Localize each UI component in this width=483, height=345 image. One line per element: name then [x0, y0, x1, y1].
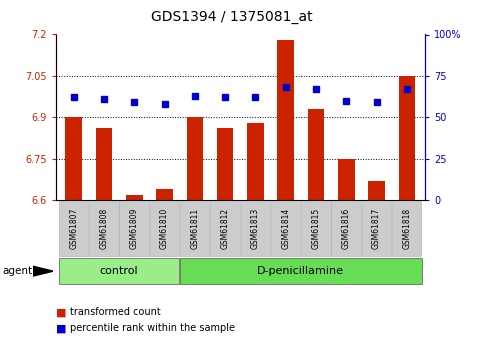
Bar	[96, 128, 113, 200]
Text: GSM61813: GSM61813	[251, 208, 260, 249]
Bar	[368, 181, 385, 200]
Bar	[65, 117, 82, 200]
FancyBboxPatch shape	[271, 201, 300, 256]
FancyBboxPatch shape	[119, 201, 149, 256]
Bar	[277, 40, 294, 200]
Text: GSM61816: GSM61816	[342, 208, 351, 249]
FancyBboxPatch shape	[241, 201, 270, 256]
FancyBboxPatch shape	[150, 201, 179, 256]
Text: GSM61807: GSM61807	[69, 208, 78, 249]
Text: control: control	[100, 266, 139, 276]
FancyBboxPatch shape	[180, 258, 422, 284]
FancyBboxPatch shape	[89, 201, 118, 256]
Polygon shape	[33, 266, 53, 276]
FancyBboxPatch shape	[180, 201, 210, 256]
Text: agent: agent	[2, 266, 32, 276]
Text: GSM61809: GSM61809	[130, 208, 139, 249]
Text: D-penicillamine: D-penicillamine	[257, 266, 344, 276]
Text: GDS1394 / 1375081_at: GDS1394 / 1375081_at	[151, 10, 313, 24]
Bar	[338, 159, 355, 200]
Text: transformed count: transformed count	[70, 307, 161, 317]
Text: GSM61808: GSM61808	[99, 208, 109, 249]
Text: ■: ■	[56, 324, 66, 333]
Bar	[126, 195, 142, 200]
FancyBboxPatch shape	[59, 201, 88, 256]
Text: GSM61812: GSM61812	[221, 208, 229, 249]
Bar	[217, 128, 233, 200]
FancyBboxPatch shape	[210, 201, 240, 256]
FancyBboxPatch shape	[362, 201, 391, 256]
Text: GSM61818: GSM61818	[402, 208, 412, 249]
Text: percentile rank within the sample: percentile rank within the sample	[70, 324, 235, 333]
Text: GSM61817: GSM61817	[372, 208, 381, 249]
FancyBboxPatch shape	[392, 201, 421, 256]
Text: GSM61815: GSM61815	[312, 208, 321, 249]
Bar	[247, 123, 264, 200]
Text: GSM61811: GSM61811	[190, 208, 199, 249]
Bar	[398, 76, 415, 200]
FancyBboxPatch shape	[301, 201, 330, 256]
Text: ■: ■	[56, 307, 66, 317]
Bar	[186, 117, 203, 200]
FancyBboxPatch shape	[59, 258, 179, 284]
Bar	[308, 109, 325, 200]
FancyBboxPatch shape	[331, 201, 361, 256]
Text: GSM61810: GSM61810	[160, 208, 169, 249]
Text: GSM61814: GSM61814	[281, 208, 290, 249]
Bar	[156, 189, 173, 200]
